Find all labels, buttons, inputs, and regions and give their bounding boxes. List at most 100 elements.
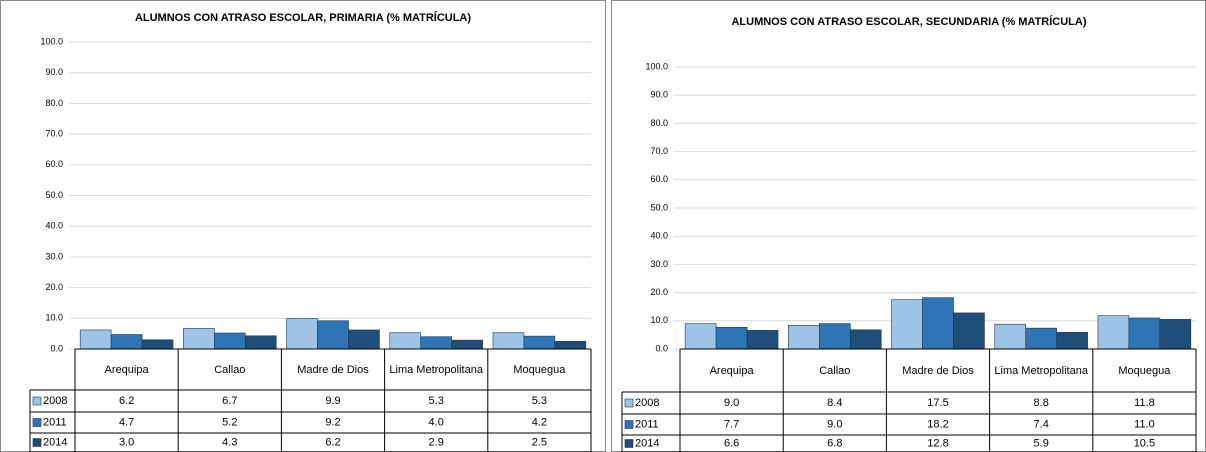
bar [746,330,779,350]
bar [953,312,985,350]
bar [214,332,246,350]
table-value: 12.8 [927,437,948,449]
category-cell: Madre de Dios [297,364,369,376]
category-label: Madre de Dios [902,364,974,377]
table-value: 6.6 [724,437,739,449]
bar [788,325,820,350]
y-tick-label: 40.0 [650,231,668,241]
bar [110,334,143,350]
bar [849,329,882,350]
category-label: Callao [214,363,246,376]
table-value: 10.5 [1134,437,1155,449]
legend-label: 2011 [635,418,659,430]
legend-swatch [624,398,634,408]
bar [1056,332,1088,350]
bar [183,328,215,350]
chart-title: ALUMNOS CON ATRASO ESCOLAR, PRIMARIA (% … [135,11,471,24]
category-cell: Callao [214,363,246,376]
y-tick-label: 20.0 [650,287,668,297]
bar [554,341,587,350]
bar [1025,327,1057,350]
legend-label: 2008 [635,397,659,409]
table-value: 5.3 [429,395,444,407]
bar [715,326,748,350]
table-value: 9.2 [325,416,340,428]
bar [891,299,923,350]
category-label: Moquegua [1118,364,1171,377]
bar [1097,315,1130,350]
category-cell: Callao [819,364,851,377]
table-value: 5.2 [222,416,237,428]
table-value: 7.7 [724,418,739,430]
bar [523,335,556,350]
table-value: 17.5 [927,397,948,409]
category-cell: Moquegua [513,364,565,376]
category-cell: Arequipa [709,364,754,377]
category-label: Arequipa [709,364,754,377]
y-tick-label: 60.0 [45,159,63,169]
y-tick-label: 100.0 [645,61,668,71]
category-label: Callao [819,364,851,377]
bar [244,335,277,350]
category-cell: Moquegua [1118,364,1171,377]
y-tick-label: 50.0 [650,202,668,212]
table-value: 11.8 [1134,397,1155,409]
legend-swatch [32,438,42,447]
category-label: Lima Metropolitana [389,363,483,376]
table-value: 2.9 [429,436,444,448]
bar [317,320,349,350]
bar [1159,319,1192,350]
bar [141,339,174,350]
table-value: 4.0 [429,416,444,428]
category-cell: Lima Metropolitana [994,364,1088,377]
bar [420,336,452,350]
category-cell: Lima Metropolitana [389,363,483,376]
table-value: 8.8 [1034,397,1049,409]
table-value: 4.3 [222,436,237,448]
category-label: Lima Metropolitana [994,364,1088,377]
table-value: 9.9 [325,395,340,407]
y-tick-label: 0.0 [655,343,668,353]
table-value: 6.7 [222,395,237,407]
y-tick-label: 40.0 [45,221,63,231]
table-value: 11.0 [1134,418,1155,430]
table-value: 5.3 [532,395,547,407]
y-tick-label: 70.0 [650,146,668,156]
y-tick-label: 30.0 [650,259,668,269]
bar [819,323,851,350]
table-value: 7.4 [1034,418,1049,430]
y-tick-label: 20.0 [45,282,63,292]
y-tick-label: 80.0 [45,98,63,108]
table-value: 6.2 [325,436,340,448]
y-tick-label: 60.0 [650,174,668,184]
bar [1128,317,1161,350]
bar [348,329,380,350]
legend-swatch [624,439,634,448]
table-value: 9.0 [827,418,842,430]
table-value: 9.0 [724,397,739,409]
table-value: 6.2 [119,395,134,407]
bar [684,323,717,350]
bar [79,329,112,350]
legend-label: 2011 [43,416,67,428]
table-value: 4.7 [119,416,134,428]
bar [286,318,318,350]
table-value: 2.5 [532,436,547,448]
y-tick-label: 90.0 [650,90,668,100]
y-tick-label: 90.0 [45,67,63,77]
bar [451,339,483,350]
bar [994,323,1027,350]
table-value: 18.2 [927,418,948,430]
table-value: 8.4 [827,397,842,409]
bar [389,332,422,350]
bar [492,332,525,350]
chart-title: ALUMNOS CON ATRASO ESCOLAR, SECUNDARIA (… [731,15,1086,28]
table-value: 3.0 [119,436,134,448]
y-tick-label: 70.0 [45,128,63,138]
legend-label: 2008 [43,395,67,407]
y-tick-label: 30.0 [45,251,63,261]
legend-swatch [32,418,42,427]
y-tick-label: 0.0 [50,343,63,353]
category-cell: Madre de Dios [902,364,974,377]
